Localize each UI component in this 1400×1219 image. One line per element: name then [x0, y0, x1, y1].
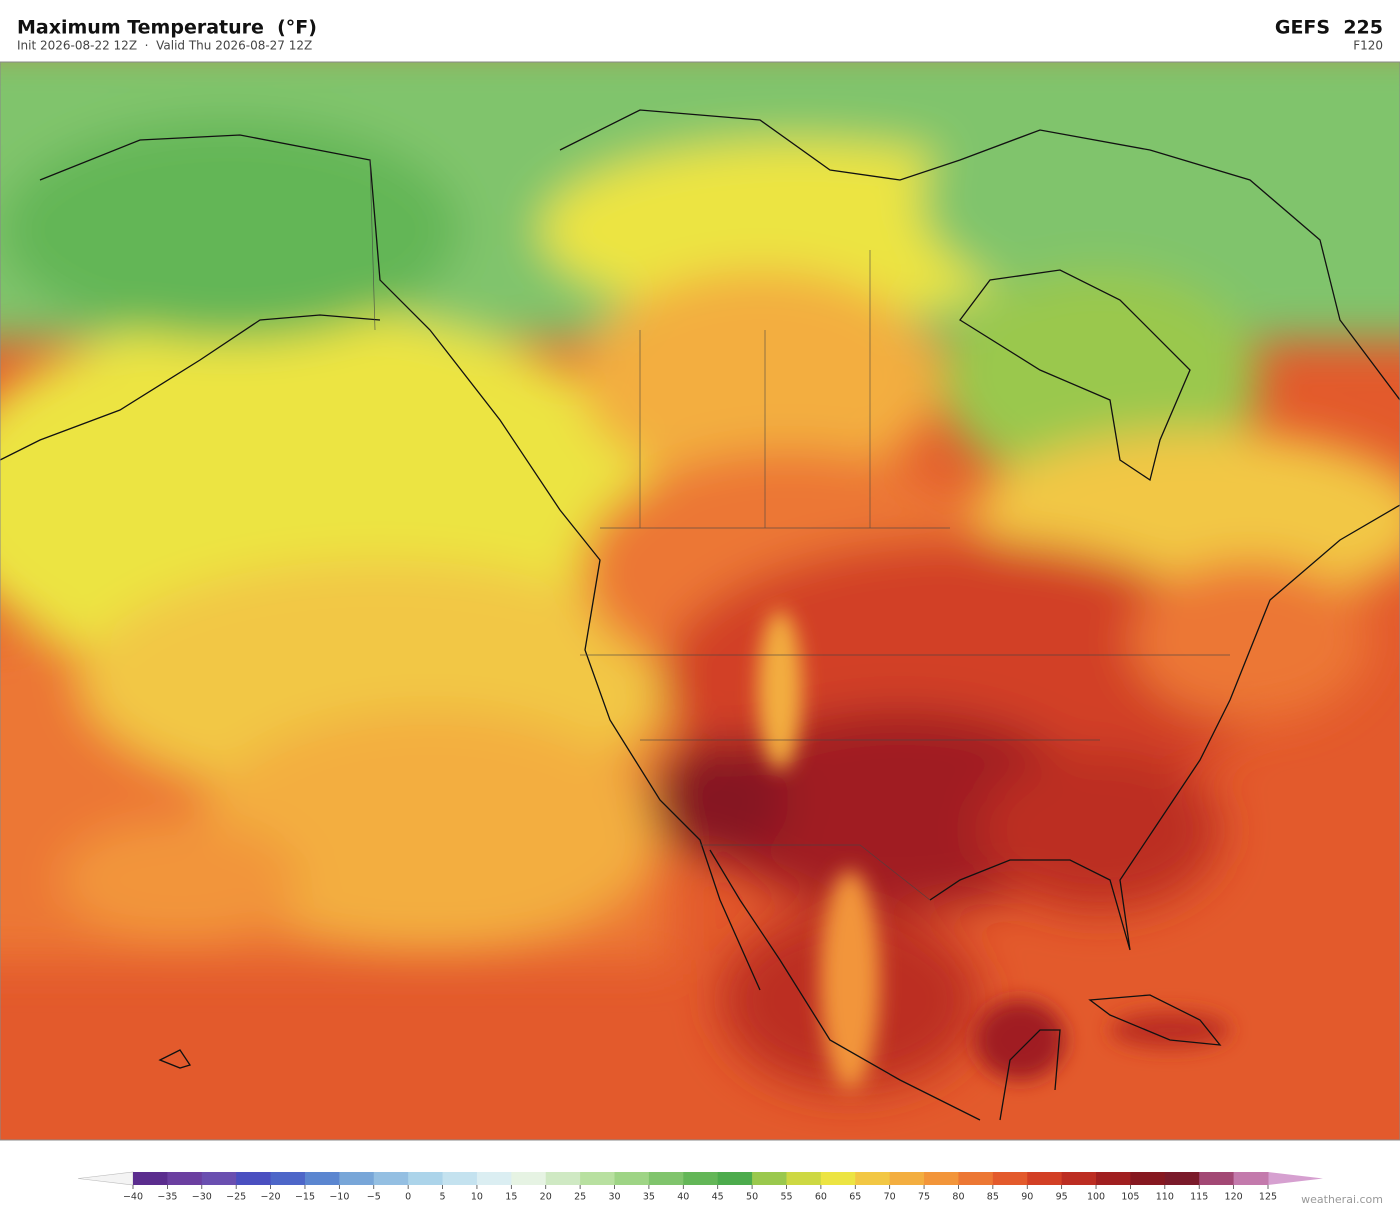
colorbar-bin	[1130, 1172, 1166, 1185]
colorbar-tick-label: −30	[192, 1192, 212, 1203]
colorbar-tick-label: 100	[1087, 1192, 1105, 1203]
colorbar-tick-label: −35	[157, 1192, 177, 1203]
colorbar-tick-label: 10	[471, 1192, 483, 1203]
colorbar-tick-label: 5	[440, 1192, 446, 1203]
colorbar-bin	[889, 1172, 925, 1185]
colorbar-tick-label: 40	[677, 1192, 689, 1203]
colorbar-tick-label: −5	[367, 1192, 381, 1203]
colorbar-bin	[683, 1172, 719, 1185]
colorbar-tick-label: 30	[608, 1192, 620, 1203]
colorbar-bin	[752, 1172, 787, 1185]
colorbar-bin	[648, 1172, 684, 1185]
map-frame	[0, 61, 1400, 1141]
colorbar-tick-label: −40	[123, 1192, 143, 1203]
colorbar-bin	[820, 1172, 856, 1185]
title: Maximum Temperature (°F)	[17, 17, 317, 39]
colorbar-bin	[1061, 1172, 1097, 1185]
colorbar-bin	[1096, 1172, 1131, 1185]
colorbar-bin	[304, 1172, 340, 1185]
colorbar-bin	[442, 1172, 478, 1185]
colorbar-tick-label: 75	[918, 1192, 930, 1203]
subtitle: Init 2026-08-22 12Z · Valid Thu 2026-08-…	[17, 39, 312, 53]
colorbar-bin	[1027, 1172, 1063, 1185]
colorbar-bin	[236, 1172, 272, 1185]
colorbar-bin	[855, 1172, 891, 1185]
colorbar-bin	[1199, 1172, 1235, 1185]
colorbar-bin	[167, 1172, 203, 1185]
map	[0, 62, 1400, 1140]
colorbar-tick-label: 50	[746, 1192, 758, 1203]
colorbar-bin	[992, 1172, 1028, 1185]
colorbar-bin	[511, 1172, 547, 1185]
colorbar-under	[77, 1171, 134, 1186]
colorbar-tick-label: −25	[226, 1192, 246, 1203]
colorbar-bin	[545, 1172, 581, 1185]
colorbar-tick-label: 15	[505, 1192, 517, 1203]
colorbar-tick-label: 110	[1156, 1192, 1174, 1203]
colorbar-bin	[924, 1172, 959, 1185]
colorbar-tick-label: 60	[815, 1192, 827, 1203]
colorbar-tick-label: 65	[849, 1192, 861, 1203]
colorbar: −40 −35 −30 −25 −20 −15 −10 −5 0 5 10 15 20 25 30 35 40 4…	[77, 1171, 1323, 1203]
colorbar-bin	[958, 1172, 994, 1185]
colorbar-tick-label: 45	[712, 1192, 724, 1203]
forecast-hour: F120	[1353, 39, 1383, 53]
colorbar-bin	[1233, 1172, 1269, 1185]
colorbar-tick-label: 20	[540, 1192, 552, 1203]
colorbar-bin	[614, 1172, 650, 1185]
colorbar-bin	[201, 1172, 237, 1185]
colorbar-tick-label: 95	[1056, 1192, 1068, 1203]
colorbar-tick-label: 35	[643, 1192, 655, 1203]
colorbar-bin	[408, 1172, 444, 1185]
model-label: GEFS 225	[1275, 17, 1383, 39]
colorbar-tick-label: 80	[952, 1192, 964, 1203]
colorbar-bin	[580, 1172, 616, 1185]
colorbar-tick-label: 115	[1190, 1192, 1208, 1203]
colorbar-bin	[373, 1172, 409, 1185]
colorbar-tick-label: −20	[261, 1192, 281, 1203]
colorbar-bin	[339, 1172, 375, 1185]
colorbar-over	[1268, 1172, 1323, 1185]
credit: weatherai.com	[1301, 1193, 1383, 1206]
colorbar-tick-label: 105	[1121, 1192, 1139, 1203]
colorbar-bin	[133, 1172, 168, 1185]
colorbar-tick-label: 120	[1225, 1192, 1243, 1203]
colorbar-tick-label: 0	[405, 1192, 411, 1203]
colorbar-tick-label: 70	[884, 1192, 896, 1203]
colorbar-tick-label: −10	[329, 1192, 349, 1203]
colorbar-bin	[717, 1172, 753, 1185]
colorbar-bin	[786, 1172, 822, 1185]
colorbar-bin	[476, 1172, 512, 1185]
colorbar-tick-label: 25	[574, 1192, 586, 1203]
colorbar-tick-label: 90	[1021, 1192, 1033, 1203]
colorbar-tick-label: −15	[295, 1192, 315, 1203]
colorbar-tick-label: 85	[987, 1192, 999, 1203]
colorbar-tick-label: 55	[780, 1192, 792, 1203]
colorbar-bin	[1164, 1172, 1200, 1185]
colorbar-tick-label: 125	[1259, 1192, 1277, 1203]
colorbar-bin	[270, 1172, 306, 1185]
